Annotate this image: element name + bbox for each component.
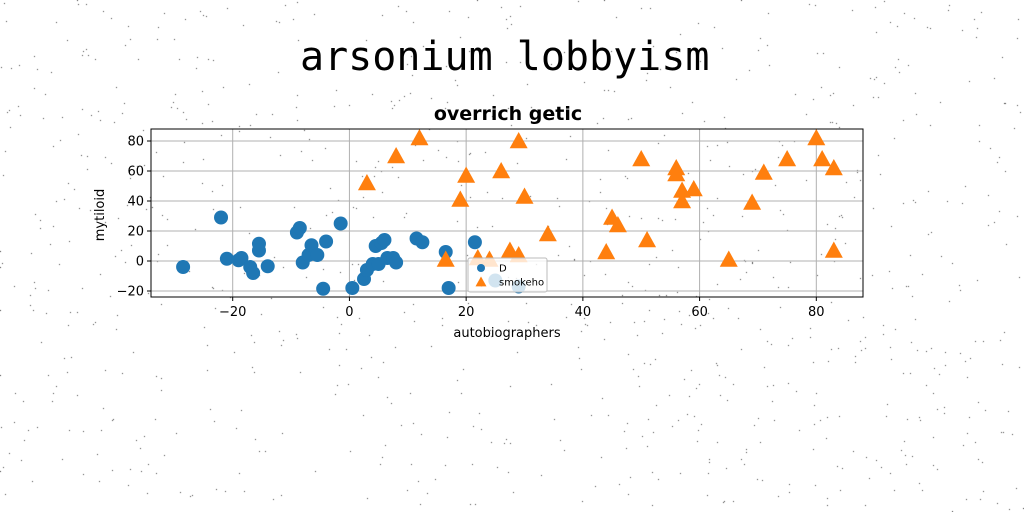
- data-point-smokeho: [824, 241, 843, 258]
- data-point-smokeho: [457, 166, 476, 183]
- legend-marker-smokeho: [475, 276, 487, 287]
- x-tick-label: 20: [458, 305, 475, 320]
- data-point-D: [389, 255, 404, 270]
- data-point-smokeho: [597, 243, 616, 260]
- data-point-smokeho: [451, 190, 470, 207]
- data-point-smokeho: [492, 162, 511, 179]
- data-point-D: [333, 216, 348, 231]
- data-point-smokeho: [509, 132, 528, 149]
- figure-suptitle: arsonium lobbyism: [300, 34, 710, 80]
- data-point-D: [377, 233, 392, 247]
- data-point-D: [467, 235, 482, 250]
- data-point-smokeho: [673, 192, 692, 209]
- data-point-smokeho: [632, 150, 651, 167]
- y-tick-label: −20: [117, 285, 144, 300]
- data-point-D: [441, 281, 456, 295]
- data-point-D: [219, 251, 234, 266]
- data-point-D: [345, 281, 360, 295]
- y-axis-label: mytiloid: [93, 189, 108, 242]
- data-marks: [176, 129, 843, 296]
- chart-title: overrich getic: [434, 103, 582, 125]
- data-point-smokeho: [538, 225, 557, 242]
- plot-frame: [150, 128, 864, 298]
- x-tick-label: −20: [219, 305, 246, 320]
- data-point-smokeho: [743, 193, 762, 210]
- data-point-smokeho: [638, 231, 657, 248]
- x-tick-label: 80: [808, 305, 825, 320]
- data-point-smokeho: [515, 187, 534, 204]
- legend-box: [467, 257, 548, 293]
- data-point-D: [319, 234, 334, 249]
- legend-label: D: [499, 264, 507, 275]
- x-tick-label: 60: [691, 305, 708, 320]
- data-point-smokeho: [754, 163, 773, 180]
- data-point-smokeho: [684, 180, 703, 197]
- legend-label: smokeho: [499, 278, 544, 289]
- data-point-smokeho: [410, 129, 429, 146]
- data-point-smokeho: [813, 150, 832, 167]
- data-point-D: [310, 248, 325, 262]
- data-point-smokeho: [608, 216, 627, 233]
- data-point-D: [246, 266, 261, 280]
- y-tick-label: 40: [127, 195, 144, 210]
- data-point-D: [234, 251, 249, 265]
- data-point-D: [292, 221, 307, 235]
- y-tick-label: 60: [127, 165, 144, 180]
- data-point-D: [251, 243, 266, 258]
- data-point-D: [316, 281, 331, 296]
- y-tick-label: 20: [127, 225, 144, 240]
- data-point-D: [260, 259, 275, 274]
- axis-ticks: −20 0 20 40 60 80 −20 0 20 40 60 80: [117, 135, 825, 321]
- data-point-smokeho: [778, 150, 797, 167]
- data-point-smokeho: [824, 159, 843, 176]
- data-point-smokeho: [719, 250, 738, 267]
- x-axis-label: autobiographers: [453, 326, 560, 341]
- y-tick-label: 80: [127, 135, 144, 150]
- data-point-D: [214, 210, 229, 225]
- y-tick-label: 0: [136, 255, 144, 270]
- data-point-D: [415, 235, 430, 250]
- x-tick-label: 40: [575, 305, 592, 320]
- data-point-smokeho: [807, 129, 826, 146]
- data-point-smokeho: [500, 241, 519, 258]
- legend-marker-D: [477, 264, 485, 272]
- data-point-smokeho: [357, 174, 376, 191]
- data-point-smokeho: [667, 165, 686, 182]
- x-tick-label: 0: [345, 305, 353, 320]
- data-point-smokeho: [436, 250, 455, 267]
- data-point-D: [176, 260, 191, 274]
- data-point-smokeho: [387, 147, 406, 164]
